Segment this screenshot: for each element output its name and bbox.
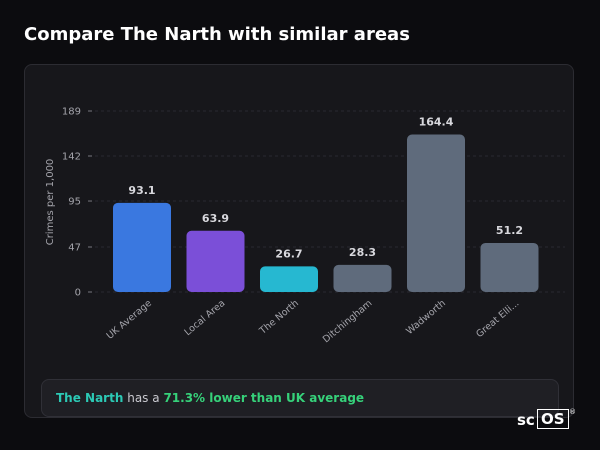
- page-title: Compare The Narth with similar areas: [24, 24, 410, 45]
- bar-value-label: 63.9: [202, 212, 229, 225]
- y-tick-label: 142: [62, 152, 81, 163]
- bar-value-label: 93.1: [128, 184, 155, 197]
- summary-box: The Narth has a 71.3% lower than UK aver…: [41, 379, 559, 417]
- y-axis-label: Crimes per 1,000: [45, 159, 56, 246]
- brand-boxed: OS: [537, 409, 569, 429]
- bar-value-label: 28.3: [349, 246, 376, 259]
- bar-value-label: 26.7: [275, 247, 302, 260]
- x-tick-label: The North: [257, 298, 301, 337]
- bar: [480, 242, 539, 292]
- bar-value-label: 164.4: [419, 116, 454, 129]
- brand-registered-mark: ®: [569, 408, 576, 416]
- bar: [333, 264, 392, 292]
- y-tick-label: 0: [75, 288, 81, 299]
- bar: [260, 266, 318, 292]
- scos-logo: sc OS ®: [516, 408, 576, 430]
- bar: [186, 230, 245, 292]
- bar: [113, 202, 171, 292]
- x-tick-label: Great Elli...: [474, 298, 521, 340]
- x-tick-label: Ditchingham: [321, 298, 375, 345]
- crime-bar-chart: 0 47 95 142 189 Crimes per 1,000 93.1 UK Averag…: [45, 107, 565, 345]
- bar: [407, 134, 465, 292]
- y-tick-label: 47: [68, 242, 81, 253]
- summary-highlight: 71.3% lower than UK average: [163, 391, 365, 405]
- brand-prefix: sc: [517, 411, 535, 429]
- x-tick-label: UK Average: [105, 298, 154, 342]
- comparison-card: 0 47 95 142 189 Crimes per 1,000 93.1 UK Averag…: [24, 64, 574, 418]
- x-tick-label: Wadworth: [404, 298, 448, 337]
- y-tick-label: 189: [62, 107, 81, 118]
- summary-area-name: The Narth: [56, 391, 124, 405]
- bar-value-label: 51.2: [496, 224, 523, 237]
- summary-text: has a: [127, 391, 160, 405]
- x-tick-label: Local Area: [182, 298, 227, 338]
- y-tick-label: 95: [68, 197, 81, 208]
